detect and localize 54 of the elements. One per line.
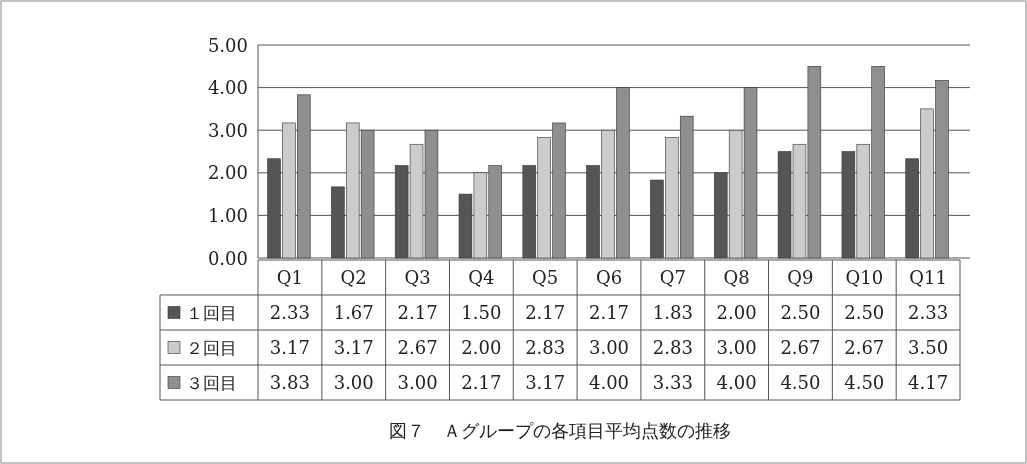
xtick: Q8 [723, 267, 750, 288]
datalabel: 3.00 [397, 372, 438, 393]
datalabel: 2.83 [652, 337, 693, 358]
xtick: Q2 [340, 267, 367, 288]
title: 図７ Ａグループの各項目平均点数の推移 [389, 419, 731, 441]
datalabel: 4.50 [780, 372, 821, 393]
datalabel: 3.00 [333, 372, 374, 393]
xtick: Q5 [532, 267, 559, 288]
xtick: Q1 [276, 267, 303, 288]
legend: ３回目 [186, 372, 237, 393]
ytick: 4.00 [207, 77, 248, 99]
legend: ２回目 [186, 337, 237, 358]
xtick: Q6 [595, 267, 623, 288]
datalabel: 2.17 [397, 302, 438, 323]
xtick: Q7 [659, 267, 686, 288]
ytick: 2.00 [207, 162, 248, 184]
datalabel: 2.67 [397, 337, 438, 358]
datalabel: 2.67 [844, 337, 885, 358]
datalabel: 3.83 [269, 372, 310, 393]
ytick: 5.00 [207, 34, 248, 56]
datalabel: 3.33 [652, 372, 693, 393]
legend: １回目 [186, 302, 237, 323]
datalabel: 1.83 [652, 302, 693, 323]
datalabel: 3.17 [333, 337, 374, 358]
xtick: Q4 [468, 267, 495, 288]
xtick: Q9 [787, 267, 814, 288]
xtick: Q10 [845, 267, 884, 288]
datalabel: 3.00 [716, 337, 757, 358]
datalabel: 2.83 [525, 337, 566, 358]
datalabel: 1.50 [461, 302, 502, 323]
datalabel: 2.50 [844, 302, 885, 323]
datalabel: 4.50 [844, 372, 885, 393]
xtick: Q11 [909, 267, 947, 288]
datalabel: 2.67 [780, 337, 821, 358]
datalabel: 1.67 [333, 302, 374, 323]
datalabel: 2.33 [908, 302, 949, 323]
ytick: 0.00 [207, 247, 248, 269]
datalabel: 2.50 [780, 302, 821, 323]
datalabel: 4.00 [588, 372, 630, 393]
datalabel: 2.33 [269, 302, 310, 323]
datalabel: 4.00 [716, 372, 757, 393]
datalabel: 4.17 [908, 372, 949, 393]
datalabel: 2.17 [461, 372, 502, 393]
datalabel: 2.00 [461, 337, 502, 358]
datalabel: 3.17 [269, 337, 310, 358]
ytick: 3.00 [207, 119, 248, 141]
xtick: Q3 [404, 267, 431, 288]
datalabel: 3.00 [588, 337, 630, 358]
datalabel: 3.17 [525, 372, 566, 393]
datalabel: 2.00 [716, 302, 757, 323]
datalabel: 2.17 [588, 302, 630, 323]
datalabel: 3.50 [908, 337, 949, 358]
ytick: 1.00 [207, 204, 248, 226]
datalabel: 2.17 [525, 302, 566, 323]
